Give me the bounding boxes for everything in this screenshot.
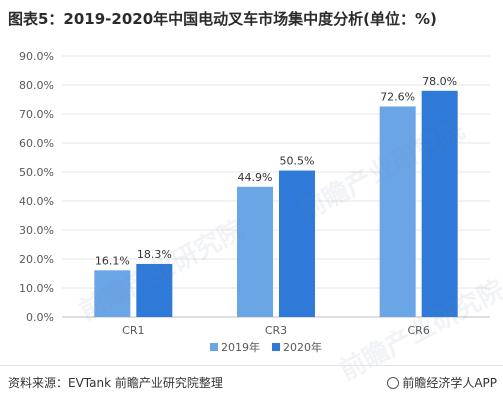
bar-cr6-2019	[379, 106, 416, 318]
data-label: 18.3%	[137, 248, 172, 261]
legend: 2019年 2020年	[210, 340, 322, 354]
data-label: 50.5%	[280, 155, 315, 168]
footer: 资料来源：EVTank 前瞻产业研究院整理 前瞻经济学人APP	[0, 365, 503, 398]
data-label: 16.1%	[95, 254, 130, 267]
brand-name: 前瞻经济学人APP	[402, 376, 497, 390]
data-label: 72.6%	[380, 90, 415, 103]
brand: 前瞻经济学人APP	[387, 374, 497, 391]
legend-swatch-2019	[210, 343, 218, 351]
y-tick-label: 0.0%	[26, 311, 54, 324]
legend-label: 2020年	[283, 340, 322, 354]
chart-title: 图表5：2019-2020年中国电动叉车市场集中度分析(单位：%)	[8, 10, 437, 28]
gridlines	[62, 55, 490, 318]
y-axis-ticks: 0.0% 10.0% 20.0% 30.0% 40.0% 50.0% 60.0% 70.0% 8…	[19, 50, 54, 324]
y-tick-label: 40.0%	[19, 195, 54, 208]
data-labels: 16.1% 18.3% 44.9% 50.5% 72.6% 78.0%	[95, 75, 457, 268]
data-label: 78.0%	[422, 75, 457, 88]
y-tick-label: 90.0%	[19, 50, 54, 63]
bar-cr3-2020	[279, 170, 315, 317]
bar-cr1-2019	[94, 270, 131, 317]
bar-cr1-2020	[136, 263, 173, 317]
data-label: 44.9%	[238, 171, 273, 184]
bars	[94, 90, 458, 318]
y-tick-label: 70.0%	[19, 108, 54, 121]
legend-swatch-2020	[272, 343, 280, 351]
source-note: 资料来源：EVTank 前瞻产业研究院整理	[8, 376, 223, 390]
bar-cr6-2020	[421, 90, 458, 317]
y-tick-label: 80.0%	[19, 79, 54, 92]
brand-logo-icon	[387, 377, 400, 389]
legend-label: 2019年	[221, 340, 260, 354]
bar-cr3-2019	[237, 186, 273, 317]
y-tick-label: 50.0%	[19, 166, 54, 179]
bar-chart: 0.0% 10.0% 20.0% 30.0% 40.0% 50.0% 60.0% 70.0% 8…	[19, 50, 490, 354]
x-tick-label: CR1	[122, 324, 144, 337]
x-tick-label: CR6	[408, 324, 430, 337]
y-tick-label: 60.0%	[19, 137, 54, 150]
y-tick-label: 30.0%	[19, 224, 54, 237]
y-tick-label: 10.0%	[19, 282, 54, 295]
x-tick-label: CR3	[265, 324, 287, 337]
x-axis-ticks: CR1 CR3 CR6	[122, 324, 430, 337]
y-tick-label: 20.0%	[19, 253, 54, 266]
